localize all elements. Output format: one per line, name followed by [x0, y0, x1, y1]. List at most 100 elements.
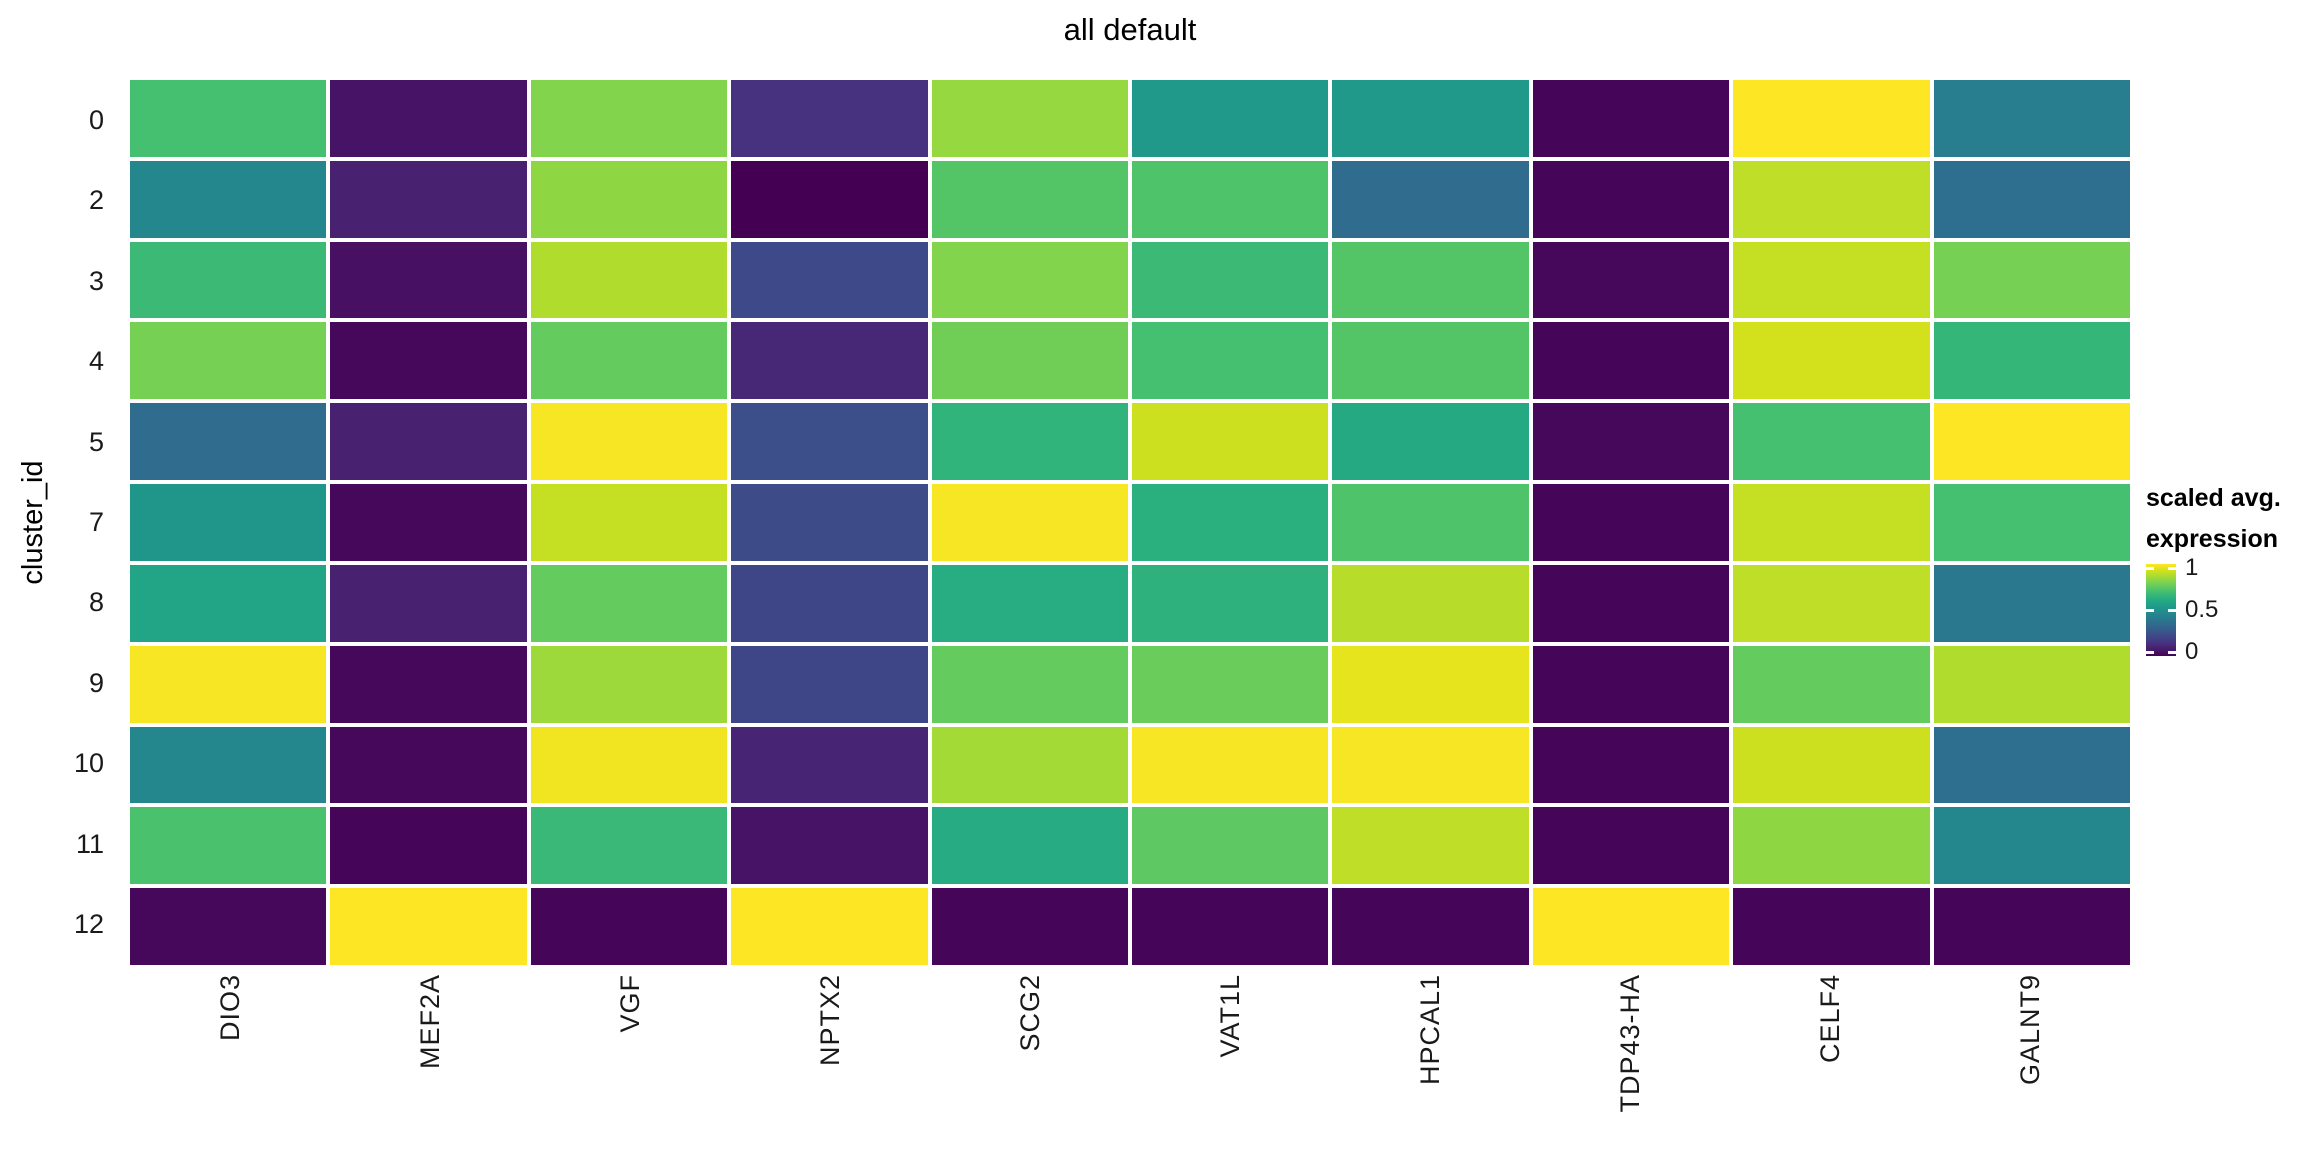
heatmap-cell: [931, 645, 1128, 723]
x-tick-label: VAT1L: [1214, 974, 1245, 1058]
y-tick-label: 11: [75, 828, 104, 859]
x-tick-label: GALNT9: [2014, 974, 2045, 1086]
chart-title: all default: [1063, 12, 1197, 47]
heatmap-cell: [731, 322, 928, 400]
legend-title-line-2: expression: [2146, 525, 2279, 553]
heatmap-cell: [330, 726, 527, 804]
heatmap-cell: [1332, 160, 1529, 238]
heatmap-cell: [1532, 564, 1730, 642]
x-tick-label: TDP43-HA: [1614, 974, 1645, 1113]
legend-tick-label: 0.5: [2185, 596, 2219, 623]
heatmap-cell: [1733, 807, 1930, 885]
heatmap-cell: [130, 160, 327, 238]
x-tick-label: MEF2A: [414, 974, 445, 1070]
heatmap-cell: [931, 564, 1128, 642]
legend-tick-label: 0: [2185, 638, 2199, 665]
heatmap-cell: [1933, 726, 2130, 804]
y-tick-label: 2: [88, 185, 104, 216]
heatmap-cell: [330, 807, 527, 885]
heatmap-cell: [1733, 888, 1930, 965]
y-tick-label: 0: [88, 104, 104, 135]
heatmap-cell: [130, 241, 327, 319]
heatmap-cell: [1532, 726, 1730, 804]
heatmap-cell: [1332, 888, 1529, 965]
heatmap-cell: [130, 807, 327, 885]
heatmap-cell: [731, 807, 928, 885]
heatmap-cell: [931, 160, 1128, 238]
heatmap-cell: [1131, 241, 1329, 319]
heatmap-cell: [1131, 80, 1329, 157]
heatmap-cell: [931, 484, 1128, 561]
heatmap-cell: [931, 80, 1128, 157]
heatmap-cell: [530, 888, 728, 965]
heatmap-cell: [1532, 322, 1730, 400]
heatmap-cell: [1131, 645, 1329, 723]
heatmap-cell: [1332, 322, 1529, 400]
heatmap-cell: [330, 564, 527, 642]
heatmap-cell: [1532, 241, 1730, 319]
x-tick-wrap: VGF: [530, 974, 730, 1149]
legend: scaled avg. expression 1 0.5 0: [2146, 478, 2304, 698]
heatmap-cell: [330, 484, 527, 561]
heatmap-cell: [330, 160, 527, 238]
heatmap-cell: [530, 645, 728, 723]
heatmap-cell: [530, 484, 728, 561]
heatmap-cell: [330, 645, 527, 723]
heatmap-cell: [1933, 645, 2130, 723]
heatmap-cell: [1332, 564, 1529, 642]
heatmap-cell: [731, 564, 928, 642]
heatmap-cell: [1933, 241, 2130, 319]
heatmap-cell: [1131, 564, 1329, 642]
y-tick-label: 5: [88, 426, 104, 457]
x-tick-wrap: CELF4: [1730, 974, 1930, 1149]
heatmap-cell: [731, 241, 928, 319]
heatmap-cell: [1933, 564, 2130, 642]
heatmap-cell: [330, 403, 527, 481]
heatmap-cell: [731, 80, 928, 157]
heatmap-cell: [530, 80, 728, 157]
y-tick-label: 3: [88, 265, 104, 296]
heatmap-cell: [130, 726, 327, 804]
heatmap-cell: [530, 322, 728, 400]
heatmap-cell: [330, 80, 527, 157]
heatmap-cell: [530, 160, 728, 238]
legend-tick-label: 1: [2185, 554, 2199, 581]
x-tick-wrap: HPCAL1: [1330, 974, 1530, 1149]
heatmap-cell: [1733, 726, 1930, 804]
heatmap-cell: [1332, 241, 1529, 319]
heatmap-cell: [130, 564, 327, 642]
heatmap-cell: [1332, 80, 1529, 157]
x-axis-tick-labels: DIO3 MEF2A VGF NPTX2 SCG2 VAT1L HPCAL1 TDP43-HA…: [130, 974, 2130, 1149]
heatmap-cell: [931, 241, 1128, 319]
heatmap-grid: [130, 80, 2130, 965]
heatmap-cell: [1532, 888, 1730, 965]
heatmap-cell: [1733, 645, 1930, 723]
heatmap-cell: [1532, 403, 1730, 481]
x-tick-label: CELF4: [1814, 974, 1845, 1064]
heatmap-cell: [1532, 484, 1730, 561]
heatmap-cell: [1733, 80, 1930, 157]
x-tick-label: VGF: [614, 974, 645, 1033]
x-tick-wrap: GALNT9: [1930, 974, 2130, 1149]
heatmap-cell: [130, 80, 327, 157]
heatmap-cell: [931, 888, 1128, 965]
y-tick-label: 12: [73, 909, 104, 940]
heatmap-cell: [931, 807, 1128, 885]
heatmap-cell: [1131, 322, 1329, 400]
heatmap-cell: [1733, 160, 1930, 238]
y-tick-label: 7: [88, 506, 104, 537]
legend-tick-dash: [2146, 609, 2154, 612]
x-tick-wrap: DIO3: [130, 974, 330, 1149]
heatmap-cell: [1131, 888, 1329, 965]
heatmap-cell: [731, 160, 928, 238]
heatmap-cell: [1332, 726, 1529, 804]
heatmap-cell: [1332, 484, 1529, 561]
heatmap-cell: [530, 403, 728, 481]
heatmap-cell: [130, 403, 327, 481]
heatmap-cell: [731, 888, 928, 965]
heatmap-cell: [130, 322, 327, 400]
y-axis-tick-labels: 0 2 3 4 5 7 8 9 10 11 12: [0, 80, 118, 965]
x-tick-label: DIO3: [214, 974, 245, 1042]
heatmap-cell: [1131, 160, 1329, 238]
